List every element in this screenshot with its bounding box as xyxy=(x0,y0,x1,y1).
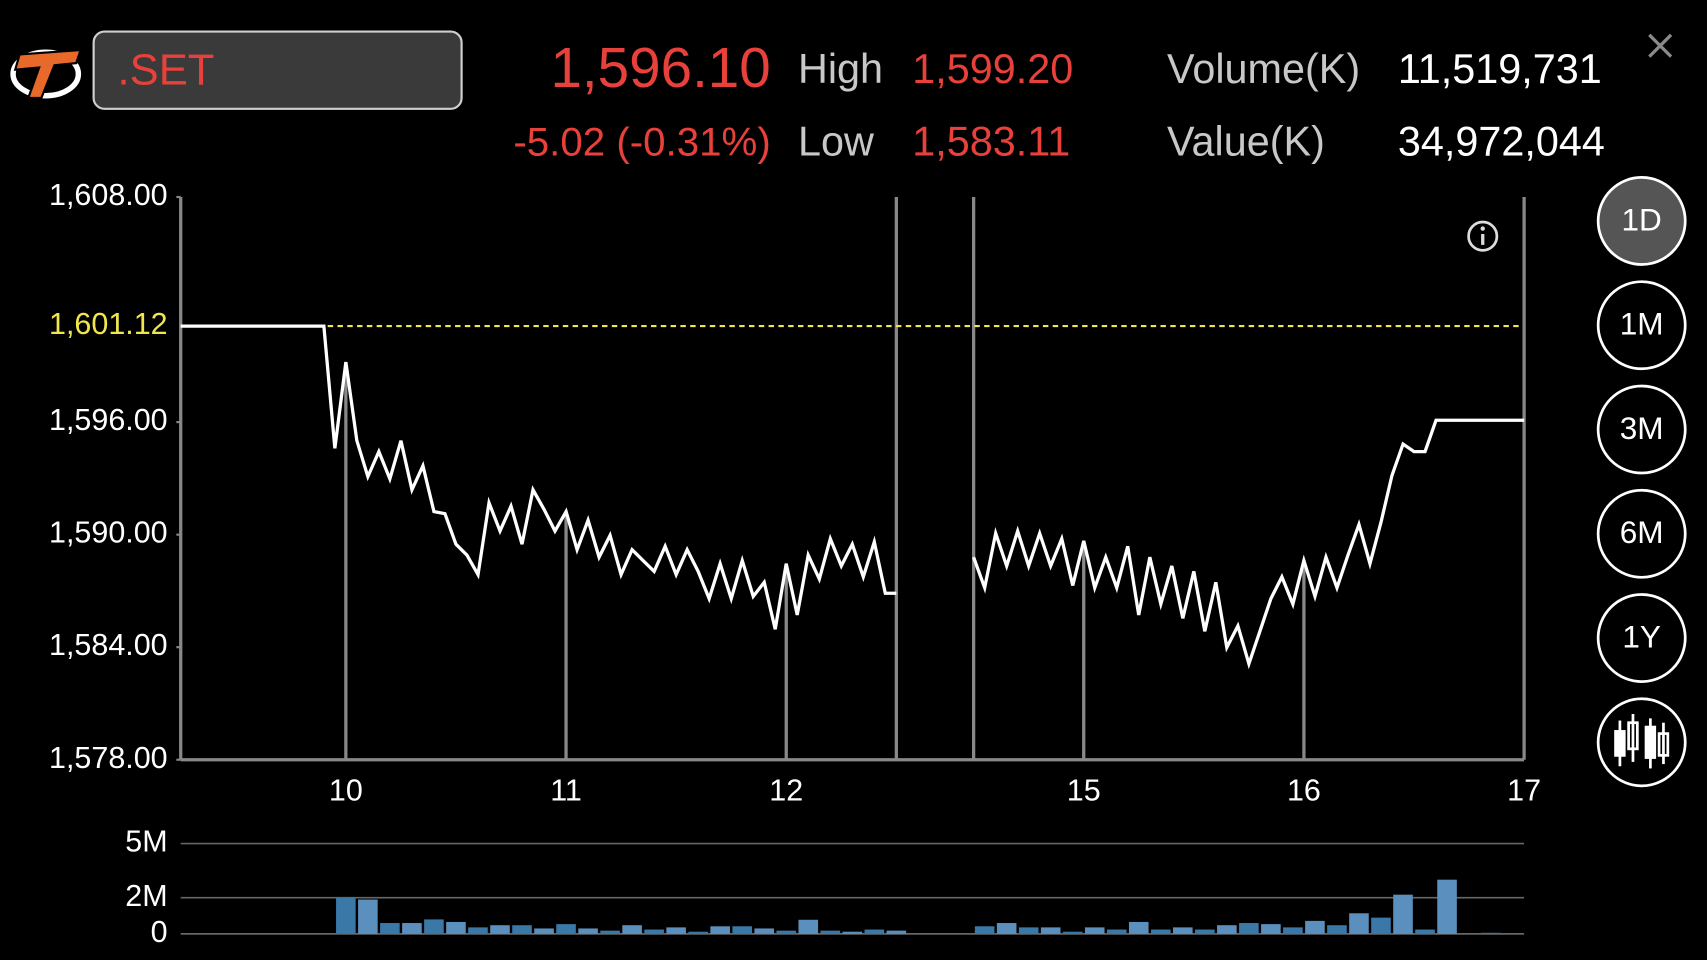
volume-bar xyxy=(1393,894,1413,934)
volume-bar xyxy=(336,897,356,934)
candlestick-toggle[interactable] xyxy=(1596,697,1687,788)
volume-bar xyxy=(1018,927,1039,934)
volume-tick-label: 5M xyxy=(125,825,167,859)
volume-bar xyxy=(996,923,1017,934)
volume-bar xyxy=(578,928,598,934)
volume-label: Volume(K) xyxy=(1167,46,1360,92)
volume-bar xyxy=(1084,927,1105,934)
volume-bar xyxy=(886,930,907,934)
volume-bar xyxy=(600,930,620,934)
volume-bar xyxy=(842,931,863,934)
volume-bar xyxy=(1195,929,1215,934)
volume-bar xyxy=(1173,927,1193,934)
volume-bar xyxy=(622,925,642,934)
volume-bar xyxy=(820,930,841,934)
period-button[interactable] xyxy=(1596,593,1687,683)
volume-bar xyxy=(732,926,753,934)
reference-label: 1,601.12 xyxy=(49,307,168,341)
volume-bar xyxy=(512,925,532,934)
high-value: 1,599.20 xyxy=(912,46,1073,92)
price-change: -5.02 (-0.31%) xyxy=(513,119,770,164)
last-price: 1,596.10 xyxy=(550,36,770,99)
volume-bar xyxy=(1106,929,1127,934)
volume-bar xyxy=(754,928,775,934)
volume-bar xyxy=(358,899,378,934)
volume-bar xyxy=(864,929,885,934)
x-tick-label: 17 xyxy=(1507,773,1541,807)
volume-bar xyxy=(688,931,708,934)
volume-bar xyxy=(1481,932,1501,934)
y-tick-label: 1,590.00 xyxy=(49,516,168,550)
volume-bar xyxy=(556,924,576,934)
volume-bar xyxy=(1283,927,1303,934)
volume-bar xyxy=(1261,924,1281,934)
volume-bar xyxy=(798,919,819,934)
volume-bar xyxy=(1415,929,1435,934)
volume-tick-label: 0 xyxy=(151,915,168,949)
volume-bar xyxy=(402,923,422,934)
value-label: Value(K) xyxy=(1167,119,1325,165)
x-tick-label: 15 xyxy=(1067,773,1101,807)
volume-bar xyxy=(1150,929,1171,934)
volume-bar xyxy=(1371,917,1391,934)
volume-bar xyxy=(468,927,488,934)
volume-bar xyxy=(380,923,400,934)
volume-bar xyxy=(666,927,686,934)
value-value: 34,972,044 xyxy=(1398,119,1605,165)
period-button[interactable] xyxy=(1596,176,1687,266)
period-label[interactable]: 1M xyxy=(1620,306,1664,342)
volume-bar xyxy=(710,926,730,934)
volume-bar xyxy=(490,925,510,934)
x-tick-label: 16 xyxy=(1287,773,1321,807)
x-tick-label: 11 xyxy=(550,773,582,807)
volume-tick-label: 2M xyxy=(125,879,167,913)
info-icon[interactable] xyxy=(1467,220,1499,252)
period-button[interactable] xyxy=(1596,488,1687,579)
volume-bar xyxy=(1217,925,1237,934)
volume-bar xyxy=(1040,927,1061,934)
symbol-search[interactable] xyxy=(92,30,463,110)
x-tick-label: 12 xyxy=(769,773,803,807)
close-button[interactable] xyxy=(1648,33,1673,58)
volume-bar xyxy=(1437,879,1457,934)
y-tick-label: 1,596.00 xyxy=(49,403,168,437)
period-label[interactable]: 1Y xyxy=(1622,618,1661,654)
period-label[interactable]: 1D xyxy=(1622,201,1662,237)
y-tick-label: 1,584.00 xyxy=(49,628,168,662)
low-value: 1,583.11 xyxy=(912,119,1070,165)
volume-bar xyxy=(644,929,664,934)
y-tick-label: 1,608.00 xyxy=(49,178,168,212)
volume-bar xyxy=(1239,923,1259,934)
volume-value: 11,519,731 xyxy=(1398,46,1602,92)
volume-bar xyxy=(974,926,995,934)
x-tick-label: 10 xyxy=(329,773,363,807)
symbol[interactable]: .SET xyxy=(118,46,215,94)
volume-bar xyxy=(1305,920,1325,934)
volume-bar xyxy=(776,930,797,934)
volume-bar xyxy=(1327,925,1347,934)
volume-bar xyxy=(1349,913,1369,934)
volume-bar xyxy=(424,919,444,934)
low-label: Low xyxy=(798,119,874,165)
volume-bar xyxy=(1062,931,1083,934)
app-logo[interactable] xyxy=(10,48,83,100)
period-label[interactable]: 6M xyxy=(1620,514,1664,550)
period-button[interactable] xyxy=(1596,384,1687,475)
volume-bar xyxy=(534,928,554,934)
volume-bar xyxy=(1128,921,1149,934)
volume-bar xyxy=(446,921,466,934)
y-tick-label: 1,578.00 xyxy=(49,741,168,775)
period-button[interactable] xyxy=(1596,280,1687,371)
high-label: High xyxy=(798,46,883,92)
period-label[interactable]: 3M xyxy=(1620,410,1664,446)
price-line xyxy=(180,324,1525,670)
